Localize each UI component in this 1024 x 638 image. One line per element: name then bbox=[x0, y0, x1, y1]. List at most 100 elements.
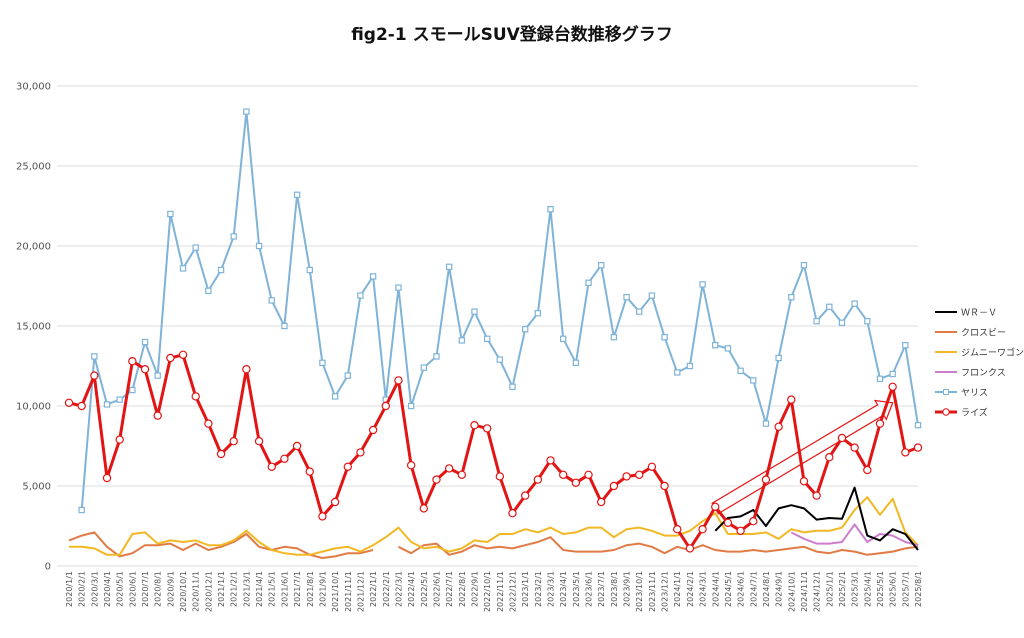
series-5-point bbox=[875, 419, 885, 428]
series-4-point bbox=[306, 266, 313, 274]
series-4-point bbox=[78, 506, 85, 514]
chart-title: fig2-1 スモールSUV登録台数推移グラフ bbox=[351, 24, 673, 45]
series-4-point bbox=[141, 338, 149, 346]
x-tick-label: 2025/5/1 bbox=[876, 571, 885, 607]
series-4-point bbox=[762, 420, 770, 427]
x-tick-label: 2021/3/1 bbox=[242, 571, 251, 607]
x-tick-label: 2024/9/1 bbox=[775, 571, 784, 607]
series-5-point bbox=[343, 462, 352, 471]
series-5-point bbox=[825, 453, 834, 462]
series-4-point bbox=[623, 294, 630, 301]
series-5-point bbox=[394, 376, 403, 385]
series-4-point bbox=[268, 297, 275, 304]
series-5-line bbox=[68, 353, 919, 550]
series-5-point bbox=[635, 470, 644, 479]
series-4-point bbox=[674, 369, 681, 376]
series-4-point bbox=[91, 353, 98, 360]
series-4-point bbox=[217, 266, 225, 274]
x-tick-label: 2023/6/1 bbox=[585, 571, 594, 607]
gridlines bbox=[57, 85, 918, 567]
series-5-point bbox=[292, 441, 302, 451]
series-4-point bbox=[433, 353, 440, 360]
x-tick-label: 2024/8/1 bbox=[762, 571, 771, 607]
series-5-point bbox=[330, 497, 340, 507]
x-tick-label: 2024/6/1 bbox=[737, 571, 746, 607]
series-5-point bbox=[698, 525, 707, 534]
x-tick-label: 2023/12/1 bbox=[661, 571, 670, 612]
series-4-point bbox=[344, 372, 351, 379]
series-4-point bbox=[230, 233, 237, 240]
x-tick-label: 2022/4/1 bbox=[407, 571, 416, 607]
y-tick-label: 15,000 bbox=[16, 322, 51, 333]
series-4-point bbox=[281, 322, 288, 330]
series-5-point bbox=[470, 421, 479, 430]
x-tick-label: 2024/3/1 bbox=[699, 571, 708, 607]
legend-marker bbox=[943, 389, 949, 395]
series-5-point bbox=[482, 424, 492, 433]
series-5-point bbox=[673, 525, 682, 534]
series-4-point bbox=[471, 308, 478, 315]
series-4-point bbox=[661, 334, 668, 341]
legend-label: クロスビー bbox=[961, 328, 1006, 339]
series-5-point bbox=[254, 437, 264, 446]
series-5-point bbox=[140, 365, 150, 374]
series-4-point bbox=[243, 108, 250, 115]
series-5-point bbox=[77, 401, 86, 411]
series-3 bbox=[790, 523, 919, 547]
series-5-point bbox=[444, 464, 454, 473]
series-5-point bbox=[571, 478, 581, 487]
series-4-point bbox=[179, 265, 187, 272]
series-5-point bbox=[888, 382, 897, 391]
legend-label: ヤリス bbox=[961, 389, 988, 399]
series-4-point bbox=[572, 359, 580, 367]
series-5-point bbox=[166, 353, 175, 363]
series-5-point bbox=[508, 509, 517, 518]
series-5-point bbox=[90, 371, 99, 380]
x-tick-label: 2023/11/1 bbox=[648, 571, 657, 612]
legend-label: ＷＲ－Ｖ bbox=[961, 309, 997, 319]
x-tick-label: 2025/8/1 bbox=[914, 571, 923, 607]
series-4-point bbox=[800, 262, 808, 269]
x-tick-label: 2022/12/1 bbox=[509, 571, 518, 612]
series-5-point bbox=[913, 443, 923, 452]
series-4-point bbox=[458, 337, 466, 344]
series-4-point bbox=[357, 292, 364, 299]
x-tick-label: 2021/7/1 bbox=[293, 571, 302, 607]
series-4-point bbox=[192, 244, 199, 251]
series-5-point bbox=[799, 477, 809, 486]
x-tick-label: 2022/6/1 bbox=[432, 571, 441, 607]
series-4-point bbox=[547, 206, 554, 213]
x-tick-label: 2023/2/1 bbox=[534, 571, 543, 607]
series-5-point bbox=[774, 422, 783, 431]
series-5-point bbox=[736, 526, 745, 536]
x-tick-label: 2023/3/1 bbox=[547, 571, 556, 607]
series-5-point bbox=[356, 448, 365, 457]
series-5-point bbox=[546, 456, 555, 465]
series-4-point bbox=[750, 377, 757, 384]
x-tick-label: 2024/1/1 bbox=[673, 571, 682, 607]
series-5-point bbox=[812, 491, 821, 500]
x-tick-label: 2022/10/1 bbox=[483, 571, 492, 612]
x-tick-label: 2020/2/1 bbox=[78, 571, 87, 607]
series-4-point bbox=[496, 356, 504, 363]
series-4-point bbox=[369, 273, 377, 280]
x-tick-label: 2022/9/1 bbox=[470, 571, 479, 607]
series-5-point bbox=[837, 433, 847, 443]
series-5-point bbox=[305, 467, 314, 476]
series-4-point bbox=[813, 318, 820, 325]
series-1 bbox=[68, 531, 919, 559]
series-4-point bbox=[445, 263, 453, 271]
series-4-point bbox=[167, 210, 174, 218]
series-5-point bbox=[128, 357, 137, 366]
series-4-point bbox=[129, 386, 136, 394]
y-tick-label: 10,000 bbox=[16, 402, 51, 413]
series-4-point bbox=[534, 310, 542, 317]
x-tick-label: 2022/2/1 bbox=[382, 571, 391, 607]
series-4-point bbox=[205, 287, 212, 295]
x-tick-label: 2024/10/1 bbox=[787, 571, 796, 612]
series-5-point bbox=[432, 475, 441, 484]
series-5-point bbox=[723, 518, 733, 528]
series-4-point bbox=[116, 396, 123, 403]
series-4-point bbox=[395, 284, 402, 291]
